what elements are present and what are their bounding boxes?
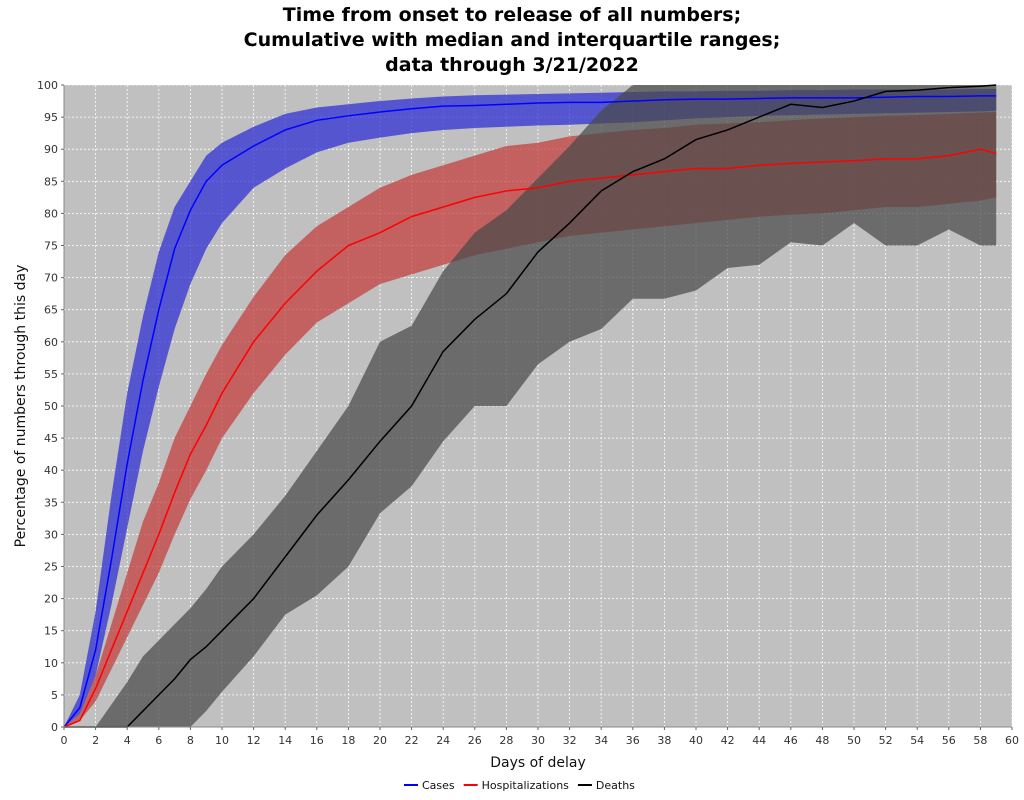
y-tick-label: 70 — [44, 272, 58, 285]
y-tick-label: 50 — [44, 400, 58, 413]
deaths-iqr-band — [64, 85, 997, 727]
interquartile-bands — [64, 85, 997, 728]
x-tick-label: 48 — [815, 734, 829, 747]
y-tick-label: 15 — [44, 625, 58, 638]
x-tick-label: 6 — [155, 734, 162, 747]
y-tick-label: 40 — [44, 464, 58, 477]
legend-item-hospitalizations: Hospitalizations — [463, 779, 570, 792]
y-tick-label: 65 — [44, 304, 58, 317]
x-tick-label: 14 — [278, 734, 292, 747]
x-tick-label: 2 — [92, 734, 99, 747]
x-tick-label: 10 — [215, 734, 229, 747]
x-tick-label: 28 — [499, 734, 513, 747]
x-tick-label: 38 — [657, 734, 671, 747]
legend-item-deaths: Deaths — [577, 779, 635, 792]
x-axis-label: Days of delay — [490, 755, 586, 771]
x-tick-label: 40 — [689, 734, 703, 747]
y-tick-label: 30 — [44, 528, 58, 541]
y-tick-label: 80 — [44, 207, 58, 220]
x-tick-label: 32 — [563, 734, 577, 747]
x-tick-label: 50 — [847, 734, 861, 747]
x-tick-label: 12 — [247, 734, 261, 747]
y-tick-label: 55 — [44, 368, 58, 381]
x-tick-label: 24 — [436, 734, 450, 747]
x-tick-label: 58 — [973, 734, 987, 747]
y-tick-label: 60 — [44, 336, 58, 349]
x-tick-label: 36 — [626, 734, 640, 747]
y-tick-label: 75 — [44, 240, 58, 253]
y-tick-label: 90 — [44, 143, 58, 156]
deaths-median-line — [64, 84, 997, 728]
x-tick-label: 16 — [310, 734, 324, 747]
x-tick-label: 8 — [187, 734, 194, 747]
x-tick-label: 22 — [405, 734, 419, 747]
y-axis-label: Percentage of numbers through this day — [13, 265, 29, 548]
y-tick-label: 35 — [44, 496, 58, 509]
legend-label-hospitalizations: Hospitalizations — [482, 779, 570, 792]
x-tick-label: 60 — [1005, 734, 1019, 747]
legend-label-cases: Cases — [422, 779, 455, 792]
y-tick-label: 45 — [44, 432, 58, 445]
x-tick-label: 54 — [910, 734, 924, 747]
y-tick-label: 100 — [37, 79, 58, 92]
chart-title: Time from onset to release of all number… — [244, 4, 781, 76]
y-tick-label: 10 — [44, 657, 58, 670]
x-tick-label: 26 — [468, 734, 482, 747]
chart-title-line-2: Cumulative with median and interquartile… — [244, 29, 781, 51]
x-tick-label: 46 — [784, 734, 798, 747]
hospitalizations-iqr-band — [64, 111, 997, 728]
y-tick-label: 0 — [51, 721, 58, 734]
x-tick-label: 42 — [721, 734, 735, 747]
y-tick-label: 85 — [44, 175, 58, 188]
x-tick-label: 4 — [124, 734, 131, 747]
cases-median-line — [63, 95, 997, 728]
y-axis-ticks: 0 5 10 15 20 25 30 35 40 45 50 55 60 65 70 75 80 85 90 95 10… — [37, 79, 64, 734]
x-axis-ticks: 0 2 4 6 8 10 12 14 16 18 20 22 24 26 28 30 32 34 36 38 40 42 4… — [61, 727, 1019, 747]
x-tick-label: 0 — [61, 734, 68, 747]
legend: Cases Hospitalizations Deaths — [404, 779, 635, 792]
chart-title-line-1: Time from onset to release of all number… — [283, 4, 741, 26]
x-tick-label: 56 — [942, 734, 956, 747]
legend-item-cases: Cases — [404, 779, 455, 792]
median-lines — [63, 84, 997, 728]
y-tick-label: 20 — [44, 593, 58, 606]
x-tick-label: 52 — [879, 734, 893, 747]
x-tick-label: 30 — [531, 734, 545, 747]
y-tick-label: 5 — [51, 689, 58, 702]
legend-label-deaths: Deaths — [596, 779, 635, 792]
x-tick-label: 44 — [752, 734, 766, 747]
x-tick-label: 20 — [373, 734, 387, 747]
x-tick-label: 18 — [341, 734, 355, 747]
hospitalizations-median-line — [63, 148, 997, 728]
chart-title-line-3: data through 3/21/2022 — [385, 54, 639, 76]
x-tick-label: 34 — [594, 734, 608, 747]
y-tick-label: 25 — [44, 561, 58, 574]
y-tick-label: 95 — [44, 111, 58, 124]
